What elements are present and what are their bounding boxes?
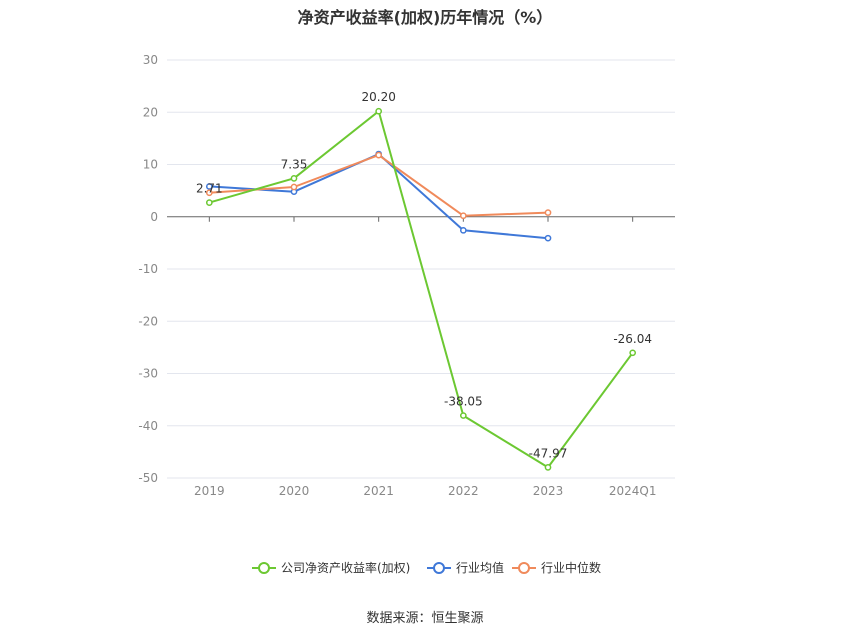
data-label: 2.71 [196,182,223,196]
x-tick-label: 2022 [448,484,479,498]
data-point[interactable] [290,183,298,191]
legend-marker[interactable] [433,562,445,574]
data-point[interactable] [205,189,213,197]
legend-marker[interactable] [518,562,530,574]
x-tick-label: 2019 [194,484,225,498]
data-label: 7.35 [281,157,308,171]
legend-label[interactable]: 公司净资产收益率(加权) [281,560,410,575]
legend-label[interactable]: 行业中位数 [541,560,601,575]
x-axis: 2019 2020 2021 2022 2023 2024Q1 [167,216,675,498]
data-point[interactable] [459,212,467,220]
series-line [209,153,549,240]
data-point[interactable] [459,412,467,419]
x-tick-label: 2023 [533,484,564,498]
y-tick-label: -50 [138,471,158,485]
data-point[interactable] [290,174,298,182]
data-label: -47.97 [529,446,568,460]
chart-title: 净资产收益率(加权)历年情况（%） [297,8,553,27]
series-line [209,110,634,469]
y-tick-label: -10 [138,262,158,276]
data-label: 20.20 [361,90,395,104]
data-labels: 2.71 7.35 20.20 -38.05 -47.97 -26.04 [196,90,652,460]
x-tick-label: 2020 [279,484,310,498]
y-axis: 30 20 10 0 -10 -20 -30 -40 -50 [138,53,158,485]
y-tick-label: -40 [138,419,158,433]
legend-marker[interactable] [258,562,270,574]
legend-label[interactable]: 行业均值 [456,560,504,575]
data-point[interactable] [205,199,213,206]
data-label: -26.04 [613,332,652,346]
data-point[interactable] [544,234,552,242]
grid-lines [167,59,675,479]
data-point[interactable] [375,107,383,115]
data-point[interactable] [205,183,213,190]
legend: 公司净资产收益率(加权) 行业均值 行业中位数 [252,560,601,575]
data-source: 数据来源：恒生聚源 [366,611,484,626]
x-tick-label: 2021 [363,484,394,498]
data-label: -38.05 [444,395,483,409]
series-lines [205,107,637,471]
data-point[interactable] [629,349,637,357]
y-tick-label: 20 [143,105,158,119]
data-point[interactable] [459,226,467,234]
y-tick-label: 30 [143,53,158,67]
y-tick-label: -20 [138,314,158,328]
x-tick-label: 2024Q1 [609,484,657,498]
y-tick-label: 0 [150,210,158,224]
y-tick-label: 10 [143,158,158,172]
y-tick-label: -30 [138,367,158,381]
data-point[interactable] [544,209,552,216]
data-point[interactable] [544,464,552,471]
data-point[interactable] [375,151,383,159]
